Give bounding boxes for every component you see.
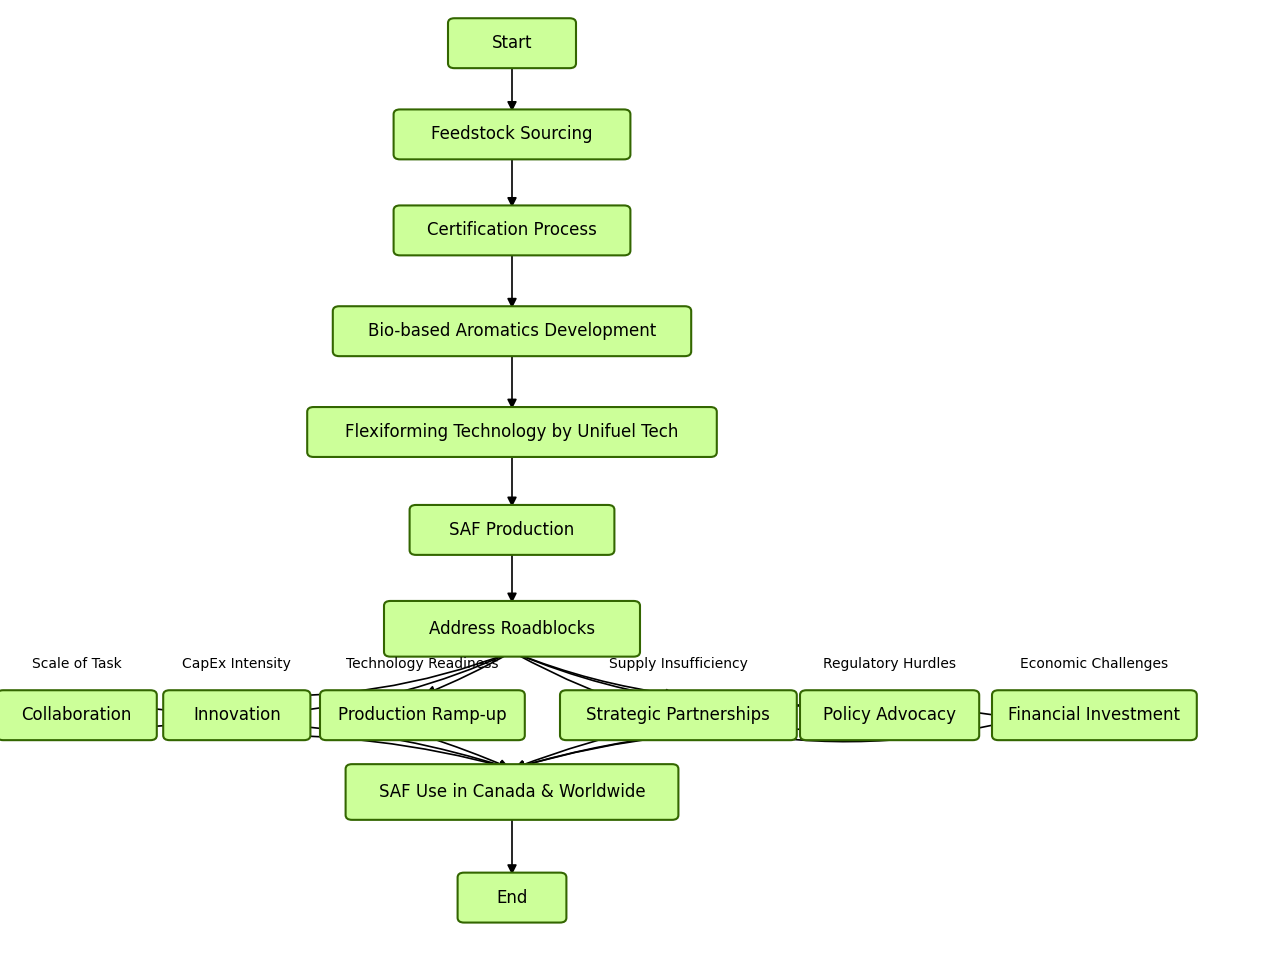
Text: Regulatory Hurdles: Regulatory Hurdles bbox=[823, 657, 956, 671]
FancyBboxPatch shape bbox=[448, 18, 576, 68]
FancyBboxPatch shape bbox=[394, 109, 630, 159]
Text: Certification Process: Certification Process bbox=[428, 222, 596, 239]
Text: CapEx Intensity: CapEx Intensity bbox=[182, 657, 292, 671]
FancyBboxPatch shape bbox=[0, 690, 157, 740]
FancyBboxPatch shape bbox=[458, 873, 566, 923]
Text: Innovation: Innovation bbox=[193, 707, 280, 724]
Text: Technology Readiness: Technology Readiness bbox=[346, 657, 499, 671]
FancyBboxPatch shape bbox=[394, 205, 630, 255]
Text: End: End bbox=[497, 889, 527, 906]
Text: Start: Start bbox=[492, 35, 532, 52]
Text: Strategic Partnerships: Strategic Partnerships bbox=[586, 707, 771, 724]
Text: Supply Insufficiency: Supply Insufficiency bbox=[609, 657, 748, 671]
Text: Feedstock Sourcing: Feedstock Sourcing bbox=[431, 126, 593, 143]
FancyBboxPatch shape bbox=[320, 690, 525, 740]
Text: SAF Use in Canada & Worldwide: SAF Use in Canada & Worldwide bbox=[379, 783, 645, 801]
FancyBboxPatch shape bbox=[333, 306, 691, 356]
Text: Flexiforming Technology by Unifuel Tech: Flexiforming Technology by Unifuel Tech bbox=[346, 423, 678, 441]
FancyBboxPatch shape bbox=[164, 690, 310, 740]
Text: Scale of Task: Scale of Task bbox=[32, 657, 122, 671]
Text: Production Ramp-up: Production Ramp-up bbox=[338, 707, 507, 724]
FancyBboxPatch shape bbox=[384, 601, 640, 657]
FancyBboxPatch shape bbox=[410, 505, 614, 555]
Text: SAF Production: SAF Production bbox=[449, 521, 575, 539]
FancyBboxPatch shape bbox=[307, 407, 717, 457]
Text: Address Roadblocks: Address Roadblocks bbox=[429, 620, 595, 637]
Text: Bio-based Aromatics Development: Bio-based Aromatics Development bbox=[367, 323, 657, 340]
FancyBboxPatch shape bbox=[992, 690, 1197, 740]
Text: Policy Advocacy: Policy Advocacy bbox=[823, 707, 956, 724]
FancyBboxPatch shape bbox=[800, 690, 979, 740]
FancyBboxPatch shape bbox=[561, 690, 796, 740]
FancyBboxPatch shape bbox=[346, 764, 678, 820]
Text: Financial Investment: Financial Investment bbox=[1009, 707, 1180, 724]
Text: Economic Challenges: Economic Challenges bbox=[1020, 657, 1169, 671]
Text: Collaboration: Collaboration bbox=[22, 707, 132, 724]
